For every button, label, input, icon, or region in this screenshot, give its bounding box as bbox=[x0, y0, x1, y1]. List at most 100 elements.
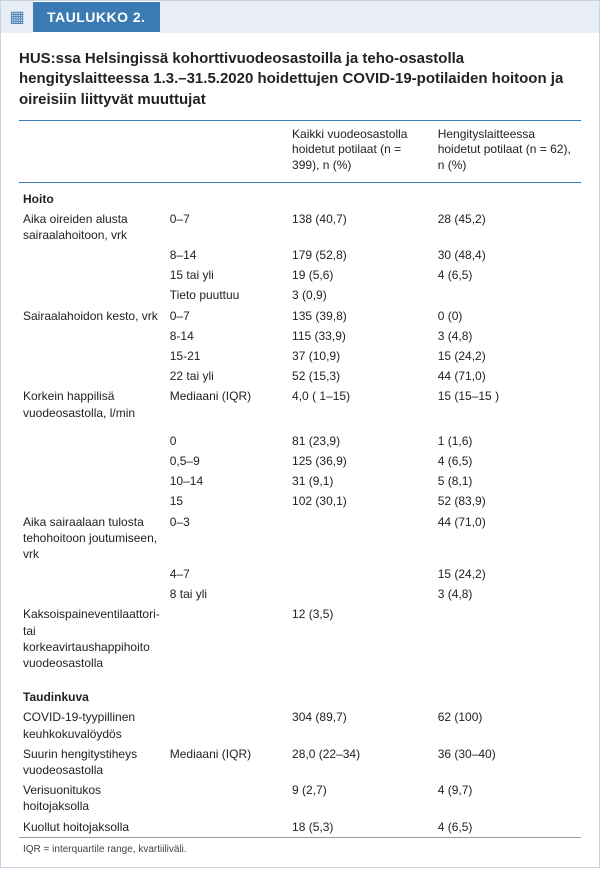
row-c3 bbox=[288, 512, 434, 565]
table-row: Tieto puuttuu3 (0,9) bbox=[19, 285, 581, 305]
table-row: 4–715 (24,2) bbox=[19, 564, 581, 584]
section-taudinkuva: Taudinkuva bbox=[19, 681, 581, 707]
row-label: COVID-19-tyypillinen keuhkokuvalöydös bbox=[19, 707, 166, 743]
row-label: Korkein happilisä vuodeosastolla, l/min bbox=[19, 386, 166, 422]
tab-label: TAULUKKO 2. bbox=[33, 2, 160, 32]
row-sub: 0–3 bbox=[166, 512, 288, 565]
row-label: Suurin hengitystiheys vuodeosastolla bbox=[19, 744, 166, 780]
row-c3: 19 (5,6) bbox=[288, 265, 434, 285]
row-sub: 0–7 bbox=[166, 209, 288, 245]
row-sub: Tieto puuttuu bbox=[166, 285, 288, 305]
row-c4: 4 (6,5) bbox=[434, 265, 581, 285]
row-c4: 62 (100) bbox=[434, 707, 581, 743]
col-header-3: Kaikki vuodeosastolla hoidetut potilaat … bbox=[288, 120, 434, 182]
row-c3: 102 (30,1) bbox=[288, 491, 434, 511]
row-sub bbox=[166, 707, 288, 743]
row-sub: 15 bbox=[166, 491, 288, 511]
row-spacer bbox=[19, 673, 581, 681]
row-sub: 10–14 bbox=[166, 471, 288, 491]
row-c4: 52 (83,9) bbox=[434, 491, 581, 511]
row-sub: 15-21 bbox=[166, 346, 288, 366]
row-c3: 179 (52,8) bbox=[288, 245, 434, 265]
table-row: 15102 (30,1)52 (83,9) bbox=[19, 491, 581, 511]
table-row: 22 tai yli52 (15,3)44 (71,0) bbox=[19, 366, 581, 386]
table-row: Kaksoispaineventilaattori- tai korkeavir… bbox=[19, 604, 581, 673]
table-row: 15-2137 (10,9)15 (24,2) bbox=[19, 346, 581, 366]
row-c3: 115 (33,9) bbox=[288, 326, 434, 346]
row-c4: 5 (8,1) bbox=[434, 471, 581, 491]
row-c3: 37 (10,9) bbox=[288, 346, 434, 366]
row-c3: 135 (39,8) bbox=[288, 306, 434, 326]
row-sub: Mediaani (IQR) bbox=[166, 386, 288, 422]
col-header-4: Hengityslaitteessa hoidetut potilaat (n … bbox=[434, 120, 581, 182]
row-c4: 0 (0) bbox=[434, 306, 581, 326]
table-row: Aika oireiden alusta sairaalahoitoon, vr… bbox=[19, 209, 581, 245]
row-c4: 44 (71,0) bbox=[434, 366, 581, 386]
col-header-1 bbox=[19, 120, 166, 182]
table-icon: ▦ bbox=[1, 1, 33, 33]
row-label bbox=[19, 584, 166, 604]
tab-header-fill bbox=[160, 1, 599, 33]
row-sub: Mediaani (IQR) bbox=[166, 744, 288, 780]
row-sub: 0 bbox=[166, 431, 288, 451]
col-header-2 bbox=[166, 120, 288, 182]
row-c4: 28 (45,2) bbox=[434, 209, 581, 245]
table-row: 15 tai yli19 (5,6)4 (6,5) bbox=[19, 265, 581, 285]
row-c4: 3 (4,8) bbox=[434, 584, 581, 604]
row-c4: 1 (1,6) bbox=[434, 431, 581, 451]
tab-header: ▦ TAULUKKO 2. bbox=[1, 1, 599, 33]
row-label bbox=[19, 346, 166, 366]
table-row: Kuollut hoitojaksolla18 (5,3)4 (6,5) bbox=[19, 817, 581, 838]
row-sub: 0–7 bbox=[166, 306, 288, 326]
row-label bbox=[19, 245, 166, 265]
row-sub: 0,5–9 bbox=[166, 451, 288, 471]
row-c4: 44 (71,0) bbox=[434, 512, 581, 565]
row-c4: 15 (24,2) bbox=[434, 564, 581, 584]
row-c4: 4 (6,5) bbox=[434, 451, 581, 471]
row-label bbox=[19, 431, 166, 451]
row-c4 bbox=[434, 285, 581, 305]
row-sub: 8–14 bbox=[166, 245, 288, 265]
row-c3: 81 (23,9) bbox=[288, 431, 434, 451]
row-label: Verisuonitukos hoitojaksolla bbox=[19, 780, 166, 816]
row-c4: 4 (6,5) bbox=[434, 817, 581, 838]
row-c3: 3 (0,9) bbox=[288, 285, 434, 305]
row-c4: 3 (4,8) bbox=[434, 326, 581, 346]
row-sub bbox=[166, 780, 288, 816]
row-label: Aika sairaalaan tulosta tehohoitoon jout… bbox=[19, 512, 166, 565]
row-label bbox=[19, 366, 166, 386]
footnote-row: IQR = interquartile range, kvartiiliväli… bbox=[19, 837, 581, 857]
row-c3: 4,0 ( 1–15) bbox=[288, 386, 434, 422]
row-c3: 304 (89,7) bbox=[288, 707, 434, 743]
section-label: Hoito bbox=[19, 182, 581, 209]
section-label: Taudinkuva bbox=[19, 681, 581, 707]
table-title: HUS:ssa Helsingissä kohorttivuodeosastoi… bbox=[19, 49, 581, 110]
table-row: Verisuonitukos hoitojaksolla9 (2,7)4 (9,… bbox=[19, 780, 581, 816]
table-row: Suurin hengitystiheys vuodeosastollaMedi… bbox=[19, 744, 581, 780]
row-c3 bbox=[288, 584, 434, 604]
row-c3: 18 (5,3) bbox=[288, 817, 434, 838]
row-c4: 36 (30–40) bbox=[434, 744, 581, 780]
table-row: 8-14115 (33,9)3 (4,8) bbox=[19, 326, 581, 346]
row-c4: 15 (24,2) bbox=[434, 346, 581, 366]
row-c3: 125 (36,9) bbox=[288, 451, 434, 471]
row-label bbox=[19, 564, 166, 584]
row-c3: 52 (15,3) bbox=[288, 366, 434, 386]
table-row: 10–1431 (9,1)5 (8,1) bbox=[19, 471, 581, 491]
row-sub: 15 tai yli bbox=[166, 265, 288, 285]
row-sub bbox=[166, 817, 288, 838]
row-c4 bbox=[434, 604, 581, 673]
row-c3 bbox=[288, 564, 434, 584]
row-label bbox=[19, 285, 166, 305]
row-sub bbox=[166, 604, 288, 673]
row-c4: 30 (48,4) bbox=[434, 245, 581, 265]
header-row: Kaikki vuodeosastolla hoidetut potilaat … bbox=[19, 120, 581, 182]
row-sub: 8 tai yli bbox=[166, 584, 288, 604]
row-c3: 138 (40,7) bbox=[288, 209, 434, 245]
row-c4: 15 (15–15 ) bbox=[434, 386, 581, 422]
row-c3: 31 (9,1) bbox=[288, 471, 434, 491]
row-c3: 12 (3,5) bbox=[288, 604, 434, 673]
table-row: 0,5–9125 (36,9)4 (6,5) bbox=[19, 451, 581, 471]
row-label bbox=[19, 471, 166, 491]
data-table: Kaikki vuodeosastolla hoidetut potilaat … bbox=[19, 120, 581, 857]
